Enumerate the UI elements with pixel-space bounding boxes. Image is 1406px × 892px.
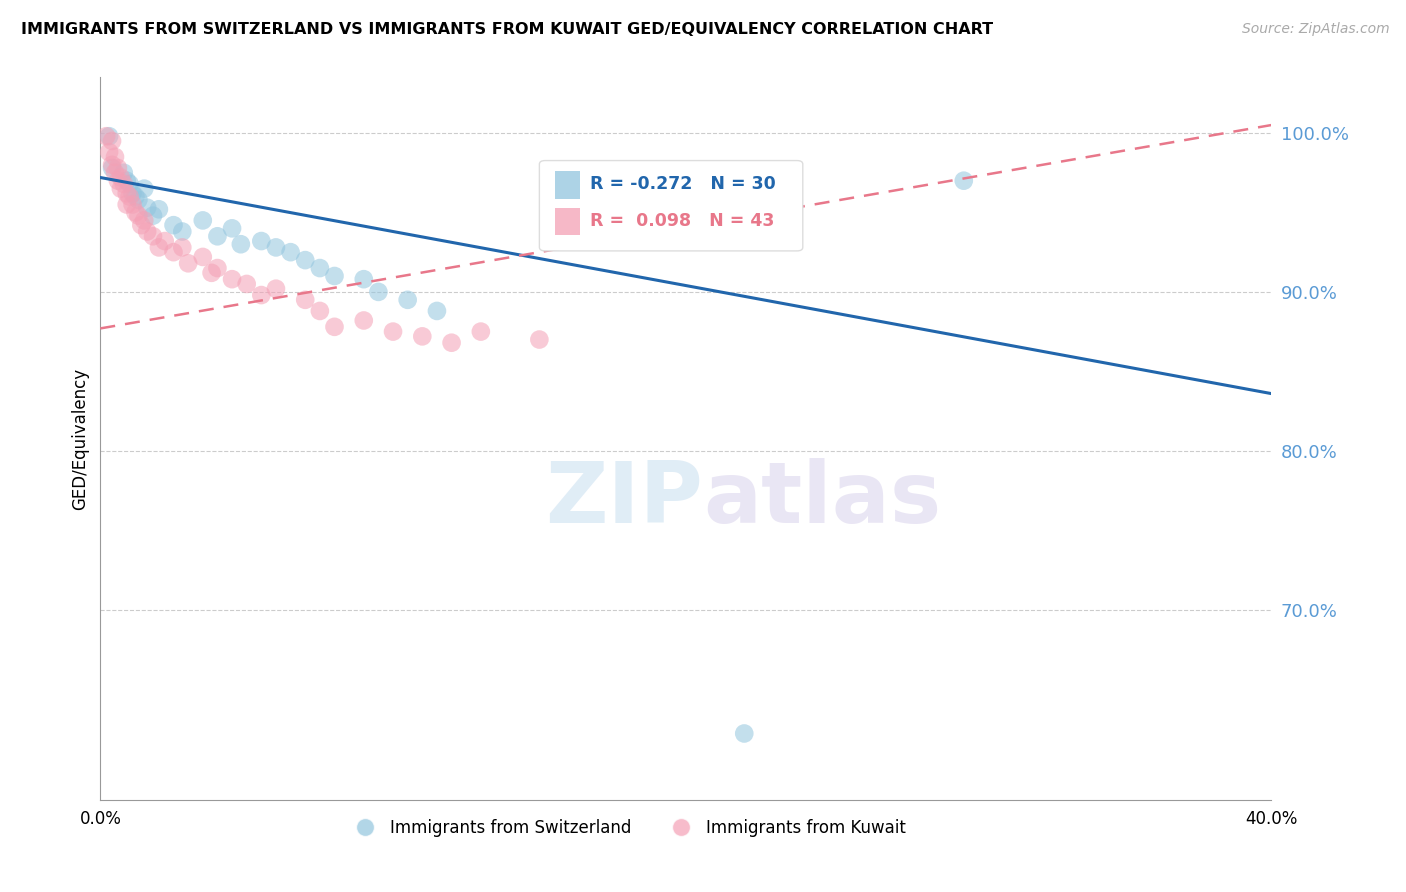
Point <box>470 325 492 339</box>
Point <box>134 181 156 195</box>
Point <box>101 158 124 172</box>
Point <box>191 250 214 264</box>
Text: IMMIGRANTS FROM SWITZERLAND VS IMMIGRANTS FROM KUWAIT GED/EQUIVALENCY CORRELATIO: IMMIGRANTS FROM SWITZERLAND VS IMMIGRANT… <box>21 22 993 37</box>
Point <box>250 234 273 248</box>
Point <box>127 209 149 223</box>
Point <box>172 225 194 239</box>
Point <box>127 193 149 207</box>
Point <box>294 253 316 268</box>
Point <box>162 218 184 232</box>
Point <box>101 161 124 175</box>
Text: R =  0.098   N = 43: R = 0.098 N = 43 <box>589 211 775 229</box>
Point <box>148 202 170 217</box>
Point <box>172 240 194 254</box>
Bar <box>554 171 581 199</box>
Point <box>98 145 121 160</box>
Point <box>264 240 287 254</box>
Point <box>177 256 200 270</box>
Point <box>148 240 170 254</box>
Point <box>153 234 176 248</box>
Point <box>221 221 243 235</box>
Text: atlas: atlas <box>703 458 941 541</box>
Point <box>107 161 129 175</box>
Point <box>136 225 159 239</box>
Point <box>250 288 273 302</box>
Point <box>115 186 138 201</box>
Point <box>124 205 146 219</box>
Point <box>229 237 252 252</box>
Point <box>529 333 551 347</box>
Point <box>162 245 184 260</box>
Text: Source: ZipAtlas.com: Source: ZipAtlas.com <box>1241 22 1389 37</box>
Point <box>309 261 332 276</box>
Point <box>107 174 129 188</box>
Text: ZIP: ZIP <box>546 458 703 541</box>
Point <box>309 304 332 318</box>
Point <box>115 197 138 211</box>
Point <box>207 261 229 276</box>
Point <box>191 213 214 227</box>
Point <box>396 293 419 307</box>
Point <box>952 174 974 188</box>
Point <box>101 134 124 148</box>
Point <box>110 181 132 195</box>
Point <box>382 325 405 339</box>
Point <box>323 319 346 334</box>
Point <box>367 285 389 299</box>
Point <box>264 282 287 296</box>
Point <box>280 245 302 260</box>
Point <box>221 272 243 286</box>
Point <box>121 186 143 201</box>
FancyBboxPatch shape <box>540 161 803 251</box>
Point <box>112 177 135 191</box>
Point <box>440 335 463 350</box>
Point <box>115 174 138 188</box>
Point <box>118 177 141 191</box>
Point <box>411 329 433 343</box>
Point <box>602 189 624 203</box>
Point <box>207 229 229 244</box>
Point <box>353 272 375 286</box>
Point <box>112 166 135 180</box>
Point <box>353 313 375 327</box>
Point <box>121 197 143 211</box>
Point <box>294 293 316 307</box>
Point <box>142 209 165 223</box>
Point <box>235 277 257 291</box>
Point <box>142 229 165 244</box>
Point <box>136 201 159 215</box>
Point <box>96 129 118 144</box>
Point <box>110 170 132 185</box>
Point <box>733 726 755 740</box>
Point <box>124 189 146 203</box>
Point <box>104 166 127 180</box>
Point <box>200 266 222 280</box>
Y-axis label: GED/Equivalency: GED/Equivalency <box>72 368 89 510</box>
Legend: Immigrants from Switzerland, Immigrants from Kuwait: Immigrants from Switzerland, Immigrants … <box>342 813 912 844</box>
Point <box>118 189 141 203</box>
Text: R = -0.272   N = 30: R = -0.272 N = 30 <box>589 176 776 194</box>
Bar <box>554 208 581 235</box>
Point <box>134 213 156 227</box>
Point <box>131 218 153 232</box>
Point <box>98 129 121 144</box>
Point <box>104 150 127 164</box>
Point <box>426 304 449 318</box>
Point <box>323 268 346 283</box>
